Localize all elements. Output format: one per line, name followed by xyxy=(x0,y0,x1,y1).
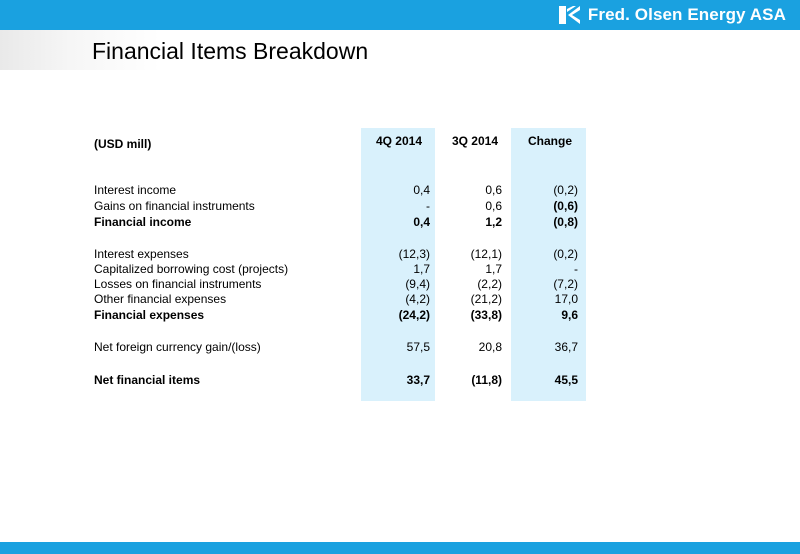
row-label-net-financial-items: Net financial items xyxy=(94,373,201,387)
cell-net-financial-items-4q: 33,7 xyxy=(406,373,430,387)
row-label-losses-financial-instruments: Losses on financial instruments xyxy=(94,277,262,291)
cell-net-fx-3q: 20,8 xyxy=(478,340,502,354)
cell-financial-income-change: (0,8) xyxy=(553,215,578,229)
cell-interest-expenses-change: (0,2) xyxy=(553,247,578,261)
cell-financial-income-4q: 0,4 xyxy=(413,215,430,229)
row-label-interest-income: Interest income xyxy=(94,183,177,197)
row-label-financial-expenses: Financial expenses xyxy=(94,308,205,322)
cell-financial-expenses-4q: (24,2) xyxy=(398,308,430,322)
cell-financial-income-3q: 1,2 xyxy=(485,215,502,229)
cell-capitalized-3q: 1,7 xyxy=(485,262,502,276)
row-label-other-financial-expenses: Other financial expenses xyxy=(94,292,227,306)
bottom-brand-bar xyxy=(0,542,800,554)
cell-net-financial-items-3q: (11,8) xyxy=(471,373,502,387)
title-band xyxy=(0,30,800,70)
cell-interest-income-3q: 0,6 xyxy=(485,183,502,197)
cell-gains-4q: - xyxy=(426,199,430,213)
row-label-interest-expenses: Interest expenses xyxy=(94,247,189,261)
row-label-gains-financial-instruments: Gains on financial instruments xyxy=(94,199,255,213)
cell-capitalized-4q: 1,7 xyxy=(413,262,430,276)
row-label-capitalized-borrowing-cost: Capitalized borrowing cost (projects) xyxy=(94,262,289,276)
row-label-net-foreign-currency: Net foreign currency gain/(loss) xyxy=(94,340,261,354)
column-header-3q-2014: 3Q 2014 xyxy=(451,134,498,148)
cell-capitalized-change: - xyxy=(574,262,578,276)
top-brand-bar: Fred. Olsen Energy ASA xyxy=(0,0,800,30)
cell-losses-3q: (2,2) xyxy=(477,277,502,291)
cell-gains-change: (0,6) xyxy=(553,199,578,213)
cell-financial-expenses-3q: (33,8) xyxy=(470,308,502,322)
cell-other-expenses-change: 17,0 xyxy=(554,292,578,306)
cell-gains-3q: 0,6 xyxy=(485,199,502,213)
cell-interest-expenses-3q: (12,1) xyxy=(470,247,502,261)
page-title: Financial Items Breakdown xyxy=(92,38,369,64)
unit-label: (USD mill) xyxy=(94,137,152,151)
cell-interest-expenses-4q: (12,3) xyxy=(398,247,430,261)
cell-interest-income-change: (0,2) xyxy=(553,183,578,197)
cell-losses-change: (7,2) xyxy=(553,277,578,291)
highlight-column-change xyxy=(511,128,586,401)
brand-name: Fred. Olsen Energy ASA xyxy=(587,5,786,24)
cell-financial-expenses-change: 9,6 xyxy=(561,308,578,322)
cell-net-fx-change: 36,7 xyxy=(554,340,578,354)
highlight-column-4q-2014 xyxy=(361,128,435,401)
cell-other-expenses-3q: (21,2) xyxy=(470,292,502,306)
column-header-change: Change xyxy=(527,134,572,148)
fred-olsen-emblem-icon xyxy=(558,6,580,24)
brand-logo: Fred. Olsen Energy ASA xyxy=(558,4,786,26)
row-label-financial-income: Financial income xyxy=(94,215,192,229)
cell-losses-4q: (9,4) xyxy=(405,277,430,291)
cell-net-financial-items-change: 45,5 xyxy=(554,373,578,387)
cell-other-expenses-4q: (4,2) xyxy=(405,292,430,306)
cell-interest-income-4q: 0,4 xyxy=(413,183,430,197)
column-header-4q-2014: 4Q 2014 xyxy=(375,134,422,148)
cell-net-fx-4q: 57,5 xyxy=(406,340,430,354)
